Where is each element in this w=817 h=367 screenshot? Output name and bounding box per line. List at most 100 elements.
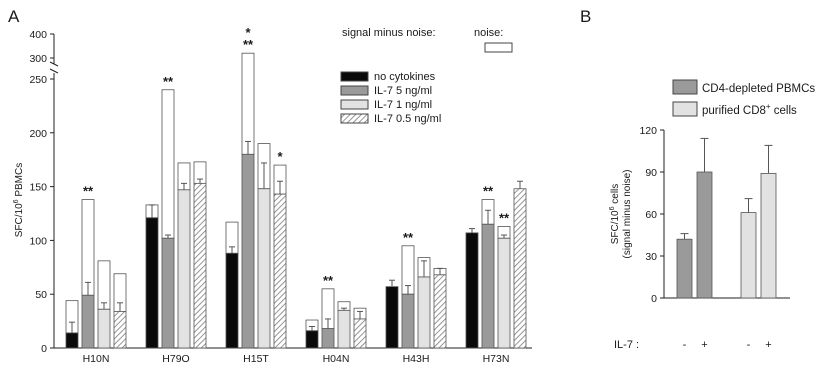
legend-swatch-il7-5: [340, 85, 369, 96]
legend-swatch-cd8: [672, 101, 698, 117]
panel-b-il7-label: -: [683, 339, 687, 351]
significance-marker: *: [277, 149, 283, 164]
panel-b-il7-label: +: [701, 339, 707, 351]
signal-bar: [337, 309, 351, 349]
category-label: H73N: [483, 353, 510, 365]
legend-label-cd4-depleted: CD4-depleted PBMCs: [702, 83, 815, 95]
svg-text:SFC/106 cells: SFC/106 cells: [609, 184, 621, 245]
panel-b-bar: [696, 171, 713, 299]
category-label: H15T: [243, 353, 269, 365]
signal-bar: [177, 189, 191, 349]
signal-bar: [113, 311, 127, 349]
panel-a-axis-break-upper: [49, 61, 59, 67]
panel-b-legend: CD4-depleted PBMCs purified CD8+ cells: [672, 79, 815, 117]
panel-a-y-tick-label: 400: [29, 29, 47, 41]
signal-bar: [193, 182, 207, 349]
panel-b-y-axis-label-sup: 6: [609, 206, 616, 210]
panel-b-il7-label: +: [765, 339, 771, 351]
signal-bar: [65, 332, 79, 349]
panel-a-y-axis-label-tail: PBMCs: [14, 163, 25, 200]
significance-marker: **: [163, 74, 174, 89]
panel-a-y-tick-label: 150: [29, 182, 47, 194]
signal-bar: [321, 328, 335, 349]
legend-label-cd8: purified CD8+ cells: [702, 102, 797, 117]
legend-swatch-no-cytokines: [340, 71, 369, 82]
legend-swatch-il7-05: [340, 113, 369, 124]
signal-bar: [433, 274, 447, 349]
panel-a-plot: 0 50 100 150 200 250 300 400 H10N H79O H15T H04N H43…: [29, 25, 532, 365]
signal-bar: [385, 286, 399, 349]
noise-bar: [97, 260, 111, 310]
significance-marker: **: [83, 184, 94, 199]
legend-label-cd8-sup: +: [766, 102, 771, 111]
legend-noise-title: noise:: [474, 27, 503, 39]
svg-text:SFC/106 PBMCs: SFC/106 PBMCs: [13, 163, 25, 237]
noise-bar: [241, 52, 255, 155]
signal-bar: [353, 318, 367, 349]
signal-bar: [97, 308, 111, 349]
category-label: H10N: [83, 353, 110, 365]
category-label: H43H: [403, 353, 430, 365]
panel-b-y-tick-label: 90: [645, 167, 657, 179]
panel-b-bar: [676, 238, 693, 299]
signal-bar: [241, 153, 255, 349]
panel-b-il7-label: -: [747, 339, 751, 351]
signal-bar: [225, 252, 239, 349]
noise-bar: [161, 89, 175, 239]
panel-b-x-axis-label: IL-7 :: [614, 339, 639, 351]
panel-a-y-tick-label: 100: [29, 235, 47, 247]
signal-bar: [257, 188, 271, 349]
significance-marker: **: [323, 273, 334, 288]
panel-b-y-tick-label: 30: [645, 251, 657, 263]
panel-b-y-axis-label-line2: (signal minus noise): [622, 170, 633, 259]
legend-label-il7-05: IL-7 0.5 ng/ml: [374, 113, 441, 125]
significance-marker: *: [245, 25, 251, 40]
legend-label-no-cytokines: no cytokines: [374, 71, 436, 83]
panel-a-y-axis-label-sup: 6: [13, 199, 20, 203]
signal-bar: [497, 237, 511, 349]
legend-swatch-il7-1: [340, 99, 369, 110]
significance-marker: **: [483, 184, 494, 199]
panel-b-plot: 0 30 60 90 120 - + - +: [639, 125, 790, 351]
signal-bar: [305, 330, 319, 349]
category-label: H04N: [323, 353, 350, 365]
panel-b-label: B: [580, 7, 591, 26]
panel-a-legend: signal minus noise: noise: no cytokines …: [340, 27, 513, 125]
signal-bar: [161, 237, 175, 349]
legend-noise-swatch: [484, 42, 513, 53]
panel-b-bar: [760, 172, 777, 299]
panel-a-y-axis-label-main: SFC/10: [14, 203, 25, 237]
legend-label-cd8-main: purified CD8: [702, 105, 766, 117]
panel-a-y-axis-label: SFC/106 PBMCs: [13, 163, 25, 237]
panel-a-axis-break-lower: [49, 68, 59, 74]
panel-a-y-tick-label: 300: [29, 53, 47, 65]
legend-label-cd8-tail: cells: [771, 105, 797, 117]
panel-b-bar: [740, 212, 757, 299]
signal-bar: [401, 293, 415, 349]
significance-marker: **: [243, 37, 254, 52]
panel-a-y-tick-label: 200: [29, 128, 47, 140]
signal-bar: [81, 294, 95, 349]
panel-b-y-axis-label-tail: cells: [610, 184, 621, 207]
panel-b-y-axis-label: SFC/106 cells (signal minus noise): [609, 170, 633, 259]
legend-label-il7-5: IL-7 5 ng/ml: [374, 85, 432, 97]
panel-a-y-tick-label: 50: [35, 289, 47, 301]
significance-marker: **: [403, 230, 414, 245]
signal-bar: [481, 223, 495, 349]
panel-a-label: A: [8, 7, 20, 26]
category-label: H79O: [162, 353, 189, 365]
panel-a-y-tick-label: 0: [41, 343, 47, 355]
signal-bar: [513, 188, 527, 349]
panel-b-y-tick-label: 120: [639, 125, 657, 137]
panel-b-y-tick-label: 60: [645, 209, 657, 221]
signal-bar: [273, 193, 287, 349]
legend-label-il7-1: IL-7 1 ng/ml: [374, 99, 432, 111]
panel-a-y-tick-label: 250: [29, 74, 47, 86]
noise-bar: [81, 199, 95, 296]
panel-b-y-tick-label: 0: [651, 293, 657, 305]
legend-swatch-cd4-depleted: [672, 79, 698, 95]
panel-b-y-axis-label-main: SFC/10: [610, 210, 621, 244]
significance-marker: **: [499, 210, 510, 225]
legend-signal-title: signal minus noise:: [342, 27, 436, 39]
